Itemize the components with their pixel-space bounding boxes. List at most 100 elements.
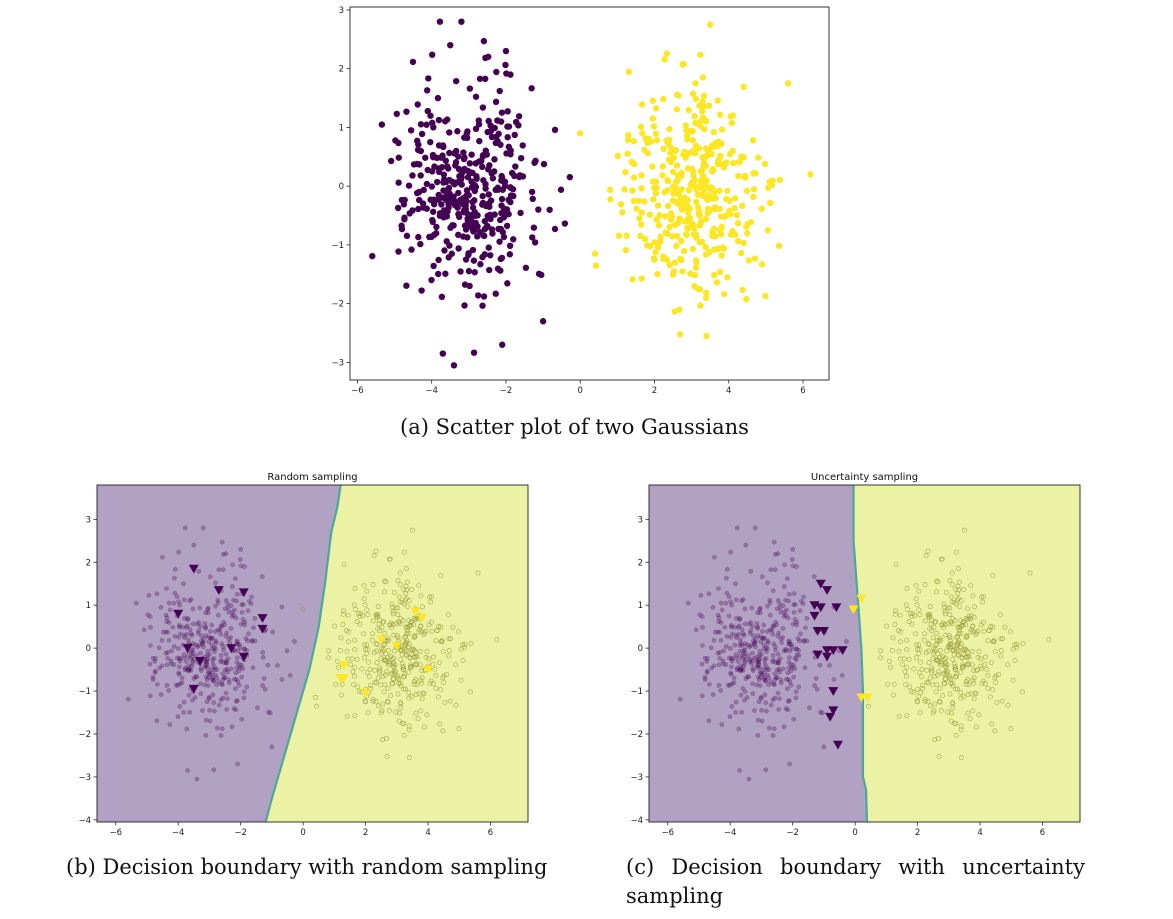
data-point bbox=[388, 653, 394, 659]
data-point bbox=[181, 597, 187, 603]
data-point bbox=[435, 256, 442, 264]
data-point bbox=[761, 670, 766, 676]
data-point bbox=[737, 643, 743, 648]
data-point bbox=[750, 650, 755, 656]
data-point bbox=[171, 600, 177, 606]
data-point bbox=[476, 75, 484, 82]
data-point bbox=[390, 608, 396, 614]
labeled-point bbox=[423, 665, 434, 675]
data-point bbox=[933, 642, 939, 648]
data-point bbox=[492, 139, 499, 147]
data-point bbox=[157, 665, 163, 671]
data-point bbox=[221, 647, 226, 653]
data-point bbox=[699, 693, 705, 699]
data-point bbox=[407, 665, 413, 671]
data-point bbox=[737, 617, 743, 622]
data-point bbox=[671, 187, 678, 194]
data-point bbox=[968, 627, 974, 633]
data-point bbox=[248, 601, 254, 607]
data-point bbox=[934, 630, 940, 636]
data-point bbox=[391, 669, 397, 675]
data-point bbox=[931, 648, 937, 654]
data-point bbox=[411, 681, 417, 687]
data-point bbox=[429, 208, 437, 215]
data-point bbox=[994, 699, 1000, 705]
data-point bbox=[923, 553, 929, 558]
data-point bbox=[446, 149, 453, 157]
data-point bbox=[943, 655, 948, 661]
data-point bbox=[801, 594, 807, 600]
data-point bbox=[682, 122, 690, 129]
data-point bbox=[914, 655, 920, 661]
data-point bbox=[222, 667, 228, 673]
data-point bbox=[958, 690, 964, 696]
data-point bbox=[422, 154, 429, 161]
data-point bbox=[718, 126, 726, 133]
data-point bbox=[757, 665, 763, 671]
data-point bbox=[960, 652, 966, 658]
data-point bbox=[700, 172, 707, 179]
data-point bbox=[1008, 726, 1014, 731]
data-point bbox=[483, 223, 490, 231]
data-point bbox=[774, 674, 780, 680]
data-point bbox=[966, 616, 972, 622]
data-point bbox=[225, 656, 231, 662]
data-point bbox=[927, 626, 933, 632]
data-point bbox=[772, 682, 777, 687]
data-point bbox=[744, 695, 750, 700]
data-point bbox=[638, 275, 645, 282]
data-point bbox=[481, 217, 489, 225]
data-point bbox=[224, 658, 229, 664]
y-tick-label: 2 bbox=[638, 558, 643, 568]
data-point bbox=[177, 658, 183, 664]
data-point bbox=[937, 635, 943, 641]
data-point bbox=[988, 694, 993, 700]
data-point bbox=[783, 706, 789, 711]
data-point bbox=[361, 583, 367, 589]
data-point bbox=[472, 93, 480, 100]
data-point bbox=[756, 699, 762, 705]
x-tick-label: 4 bbox=[425, 828, 430, 838]
labeled-point bbox=[815, 579, 826, 589]
data-point bbox=[706, 21, 714, 28]
data-point bbox=[693, 627, 699, 633]
data-point bbox=[453, 702, 459, 708]
data-point bbox=[890, 635, 896, 641]
data-point bbox=[776, 707, 781, 712]
data-point bbox=[352, 713, 358, 719]
data-point bbox=[172, 575, 177, 581]
data-point bbox=[756, 659, 762, 665]
data-point bbox=[683, 127, 690, 134]
data-point bbox=[430, 661, 436, 667]
data-point bbox=[206, 696, 212, 701]
data-point bbox=[784, 607, 789, 613]
data-point bbox=[988, 660, 994, 665]
data-point bbox=[764, 708, 769, 714]
data-point bbox=[685, 600, 691, 606]
data-point bbox=[652, 105, 660, 112]
data-point bbox=[414, 661, 419, 667]
data-point bbox=[778, 680, 784, 686]
data-point bbox=[396, 718, 402, 724]
data-point bbox=[477, 261, 484, 268]
data-point bbox=[705, 102, 713, 109]
data-point bbox=[233, 615, 239, 621]
data-point bbox=[209, 642, 215, 648]
y-tick-label: 3 bbox=[339, 6, 344, 16]
data-point bbox=[455, 231, 462, 239]
data-point bbox=[396, 619, 402, 625]
data-point bbox=[897, 656, 903, 662]
y-tick-label: 2 bbox=[86, 558, 91, 568]
data-point bbox=[452, 77, 460, 85]
data-point bbox=[963, 635, 969, 640]
data-point bbox=[366, 659, 372, 665]
data-point bbox=[793, 695, 799, 701]
data-point bbox=[886, 658, 892, 664]
data-point bbox=[759, 718, 765, 724]
x-tick-label: −2 bbox=[234, 828, 247, 838]
data-point bbox=[759, 671, 765, 677]
data-point bbox=[956, 579, 962, 585]
labeled-point bbox=[226, 644, 237, 653]
data-point bbox=[770, 697, 776, 703]
data-point bbox=[734, 525, 740, 531]
